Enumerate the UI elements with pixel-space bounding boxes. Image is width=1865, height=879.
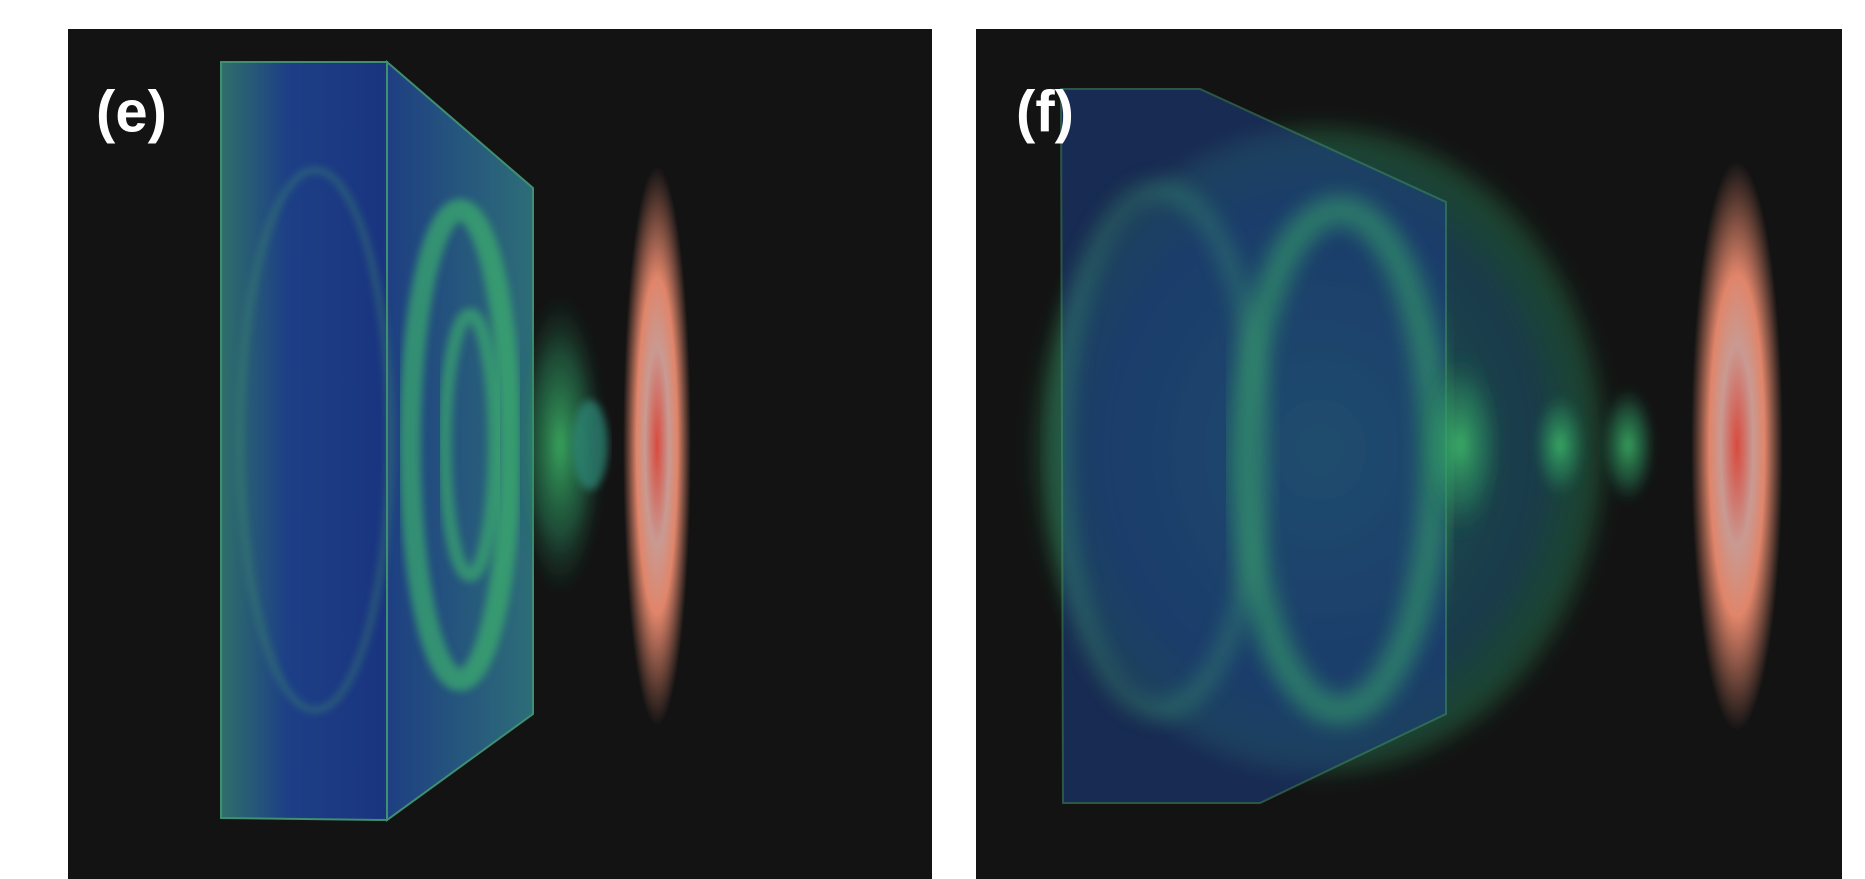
plasma-bubble — [1415, 350, 1505, 540]
plasma-bubble — [1600, 385, 1656, 505]
plasma-bubble — [1532, 390, 1588, 500]
panel-f: (f) — [976, 29, 1842, 879]
laser-pulse — [623, 166, 691, 726]
page: {"panels": [{"label": "(e)"}, {"label": … — [0, 0, 1865, 879]
panel-label: (f) — [1016, 79, 1074, 144]
plasma-core — [572, 400, 608, 490]
laser-pulse — [1691, 161, 1783, 731]
panel-e: (e) — [68, 29, 932, 879]
figure: (e) (f) — [0, 0, 1865, 879]
panel-label: (e) — [96, 79, 167, 144]
